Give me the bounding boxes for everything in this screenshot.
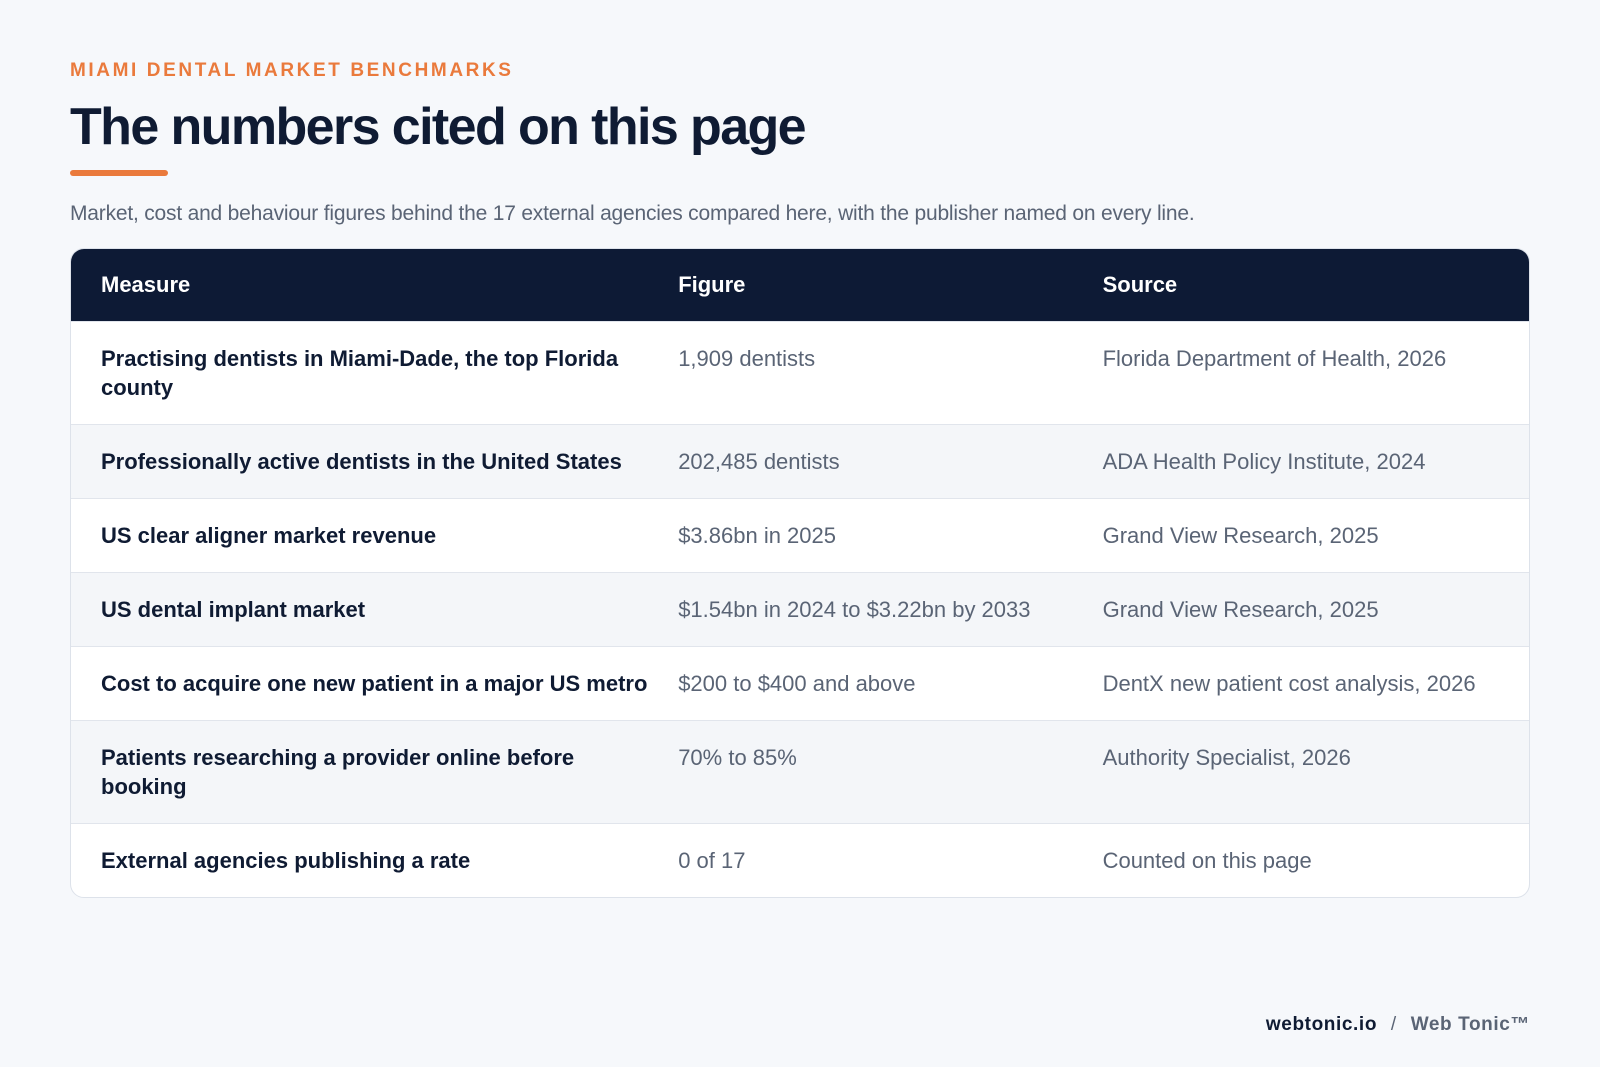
figure-cell: $1.54bn in 2024 to $3.22bn by 2033 (678, 597, 1031, 622)
figure-cell: $3.86bn in 2025 (678, 523, 837, 548)
footer-credit: webtonic.io / Web Tonic™ (1266, 1012, 1530, 1038)
measure-cell: Cost to acquire one new patient in a maj… (101, 671, 648, 696)
measure-cell: Patients researching a provider online b… (101, 745, 575, 799)
table-header: Measure Figure Source (71, 249, 1529, 321)
table-row: Cost to acquire one new patient in a maj… (71, 646, 1529, 720)
figure-cell: 202,485 dentists (678, 449, 840, 474)
table-row: Practising dentists in Miami-Dade, the t… (71, 321, 1529, 424)
column-header-measure: Measure (101, 272, 191, 297)
source-cell: Grand View Research, 2025 (1102, 523, 1379, 548)
page-subtitle: Market, cost and behaviour figures behin… (70, 202, 1195, 225)
source-cell: Grand View Research, 2025 (1102, 597, 1379, 622)
table-row: External agencies publishing a rate 0 of… (71, 823, 1529, 897)
measure-cell: US dental implant market (101, 597, 366, 622)
title-accent-bar (70, 170, 168, 176)
measure-cell: Professionally active dentists in the Un… (101, 449, 622, 474)
table-row: US clear aligner market revenue $3.86bn … (71, 498, 1529, 572)
column-header-source: Source (1102, 272, 1178, 297)
figure-cell: 70% to 85% (678, 745, 797, 770)
figure-cell: 0 of 17 (678, 848, 746, 873)
measure-cell: US clear aligner market revenue (101, 523, 437, 548)
source-cell: DentX new patient cost analysis, 2026 (1102, 671, 1476, 696)
footer-domain-link[interactable]: webtonic.io (1265, 1014, 1378, 1035)
benchmarks-table: Measure Figure Source Practising dentist… (70, 248, 1530, 898)
source-cell: ADA Health Policy Institute, 2024 (1102, 449, 1426, 474)
figure-cell: 1,909 dentists (678, 346, 816, 371)
measure-cell: Practising dentists in Miami-Dade, the t… (101, 346, 619, 400)
page-title: The numbers cited on this page (70, 98, 807, 156)
eyebrow-label: MIAMI DENTAL MARKET BENCHMARKS (70, 60, 514, 81)
source-cell: Florida Department of Health, 2026 (1102, 346, 1447, 371)
figure-cell: $200 to $400 and above (678, 671, 916, 696)
table-row: Professionally active dentists in the Un… (71, 424, 1529, 498)
footer-brand: Web Tonic™ (1410, 1014, 1530, 1035)
source-cell: Authority Specialist, 2026 (1102, 745, 1351, 770)
column-header-figure: Figure (678, 272, 746, 297)
source-cell: Counted on this page (1102, 848, 1312, 873)
measure-cell: External agencies publishing a rate (101, 848, 471, 873)
table-row: Patients researching a provider online b… (71, 720, 1529, 823)
footer-separator: / (1390, 1014, 1397, 1035)
table-row: US dental implant market $1.54bn in 2024… (71, 572, 1529, 646)
